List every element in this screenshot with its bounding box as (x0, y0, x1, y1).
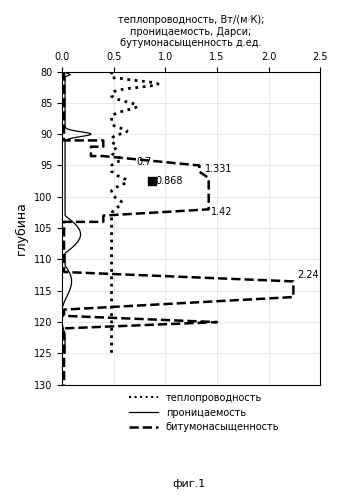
Text: 0.868: 0.868 (155, 176, 182, 186)
Text: 1.331: 1.331 (204, 164, 232, 174)
Y-axis label: глубина: глубина (15, 201, 28, 255)
Text: фиг.1: фиг.1 (172, 479, 205, 489)
Legend: теплопроводность, проницаемость, битумонасыщенность: теплопроводность, проницаемость, битумон… (125, 389, 283, 436)
Text: 1.42: 1.42 (211, 208, 232, 218)
X-axis label: теплопроводность, Вт/(м·К);
проницаемость, Дарси;
бутумонасыщенность д.ед.: теплопроводность, Вт/(м·К); проницаемост… (118, 15, 264, 48)
Text: 0.7: 0.7 (137, 157, 152, 167)
Text: 2.24: 2.24 (297, 270, 319, 280)
